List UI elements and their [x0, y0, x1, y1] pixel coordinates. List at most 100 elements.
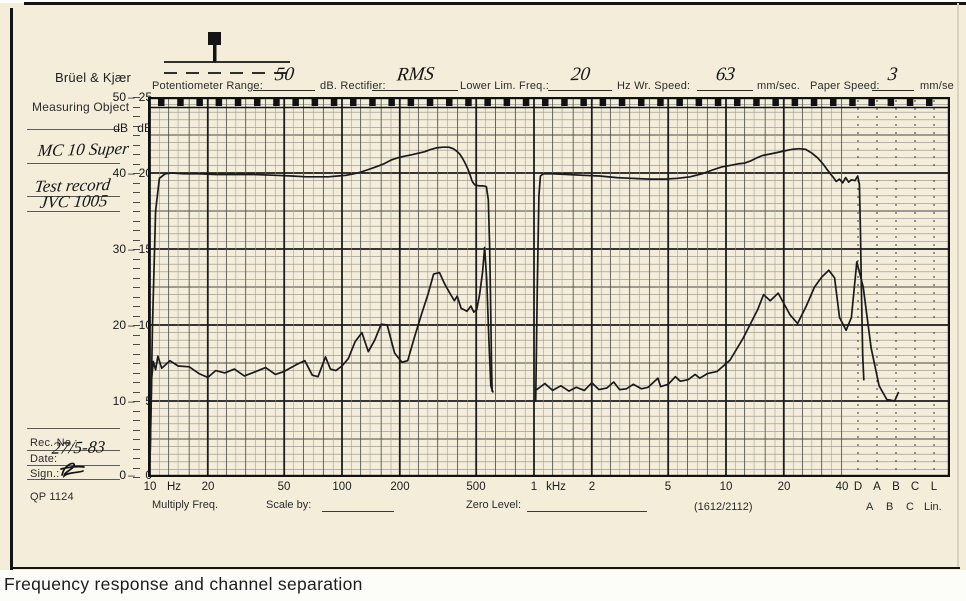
y-axis-outer-db: 0 [119, 468, 126, 482]
y-axis-bracket: – [128, 90, 135, 104]
y-axis-minor-tick [133, 220, 140, 222]
x-axis-tick-label: 10 [719, 481, 733, 493]
y-axis-minor-tick [133, 325, 140, 326]
form-number-label: QP 1124 [30, 491, 74, 503]
lin-tick-label: C [910, 481, 920, 493]
date-value-handwritten: 27/5-83 [50, 437, 107, 458]
y-axis-minor-tick [133, 420, 140, 421]
trace-frequency [534, 147, 865, 402]
header-field-handwritten-text: 3 [887, 63, 900, 86]
header-field-label: dB. Rectifier: [320, 80, 386, 92]
y-axis-minor-tick [133, 116, 140, 117]
x-axis-tick-label: 200 [390, 481, 410, 493]
y-axis-minor-tick [133, 334, 140, 336]
x-axis-tick-label: 20 [777, 481, 791, 493]
caption-strip: Frequency response and channel separatio… [0, 570, 966, 601]
y-axis-minor-tick [133, 401, 140, 402]
x-axis-tick-label: 5 [664, 481, 672, 493]
y-axis-minor-tick [133, 97, 140, 98]
header-field-value: RMS [372, 63, 458, 91]
lin-tick-label: L [930, 481, 938, 493]
measuring-object-entry: MC 10 Super [36, 138, 130, 161]
rec-no-label: Rec. No.: [30, 437, 78, 449]
y-axis-minor-tick [133, 268, 140, 269]
header-field-value: 50 [253, 63, 315, 91]
header-field-handwritten-text: 20 [569, 63, 591, 86]
y-axis-bracket: – [128, 318, 135, 332]
y-axis-outer-db: 40 [112, 166, 126, 180]
y-axis-minor-tick [133, 287, 140, 288]
y-axis-minor-tick [133, 106, 140, 108]
y-axis-label-row: 0–0 [110, 468, 152, 482]
y-axis-label-row: 30–15 [110, 242, 152, 256]
y-axis-outer-db: 20 [112, 318, 126, 332]
y-axis-minor-tick [133, 410, 140, 412]
y-axis-minor-tick [133, 344, 140, 345]
multiply-freq-label: Multiply Freq. [152, 499, 219, 511]
ruled-line [27, 163, 120, 164]
y-axis-minor-tick [133, 391, 140, 393]
trace-frequency [149, 146, 493, 463]
scan-border-bottom [10, 567, 960, 569]
sign-label: Sign.: [30, 468, 60, 480]
y-axis-bracket: – [128, 468, 135, 482]
date-label: Date: [30, 453, 58, 465]
header-field-value: 63 [697, 63, 753, 91]
lin-tick-label: B [892, 481, 900, 493]
x-axis-tick-label: 20 [201, 481, 215, 493]
y-axis-minor-tick [133, 125, 140, 127]
scan-border-top [24, 2, 966, 5]
y-axis-minor-tick [133, 353, 140, 355]
y-axis-minor-tick [133, 382, 140, 383]
header-field-handwritten-text: 63 [714, 63, 736, 86]
x-axis-tick-label: 10 [143, 481, 157, 493]
scale-by-label: Scale by: [266, 499, 312, 511]
y-axis-minor-tick [133, 144, 140, 146]
filter-check-label: B [886, 501, 894, 513]
x-axis-tick-label: 50 [277, 481, 291, 493]
zero-level-blank-line [527, 511, 647, 512]
header-field-label: Lower Lim. Freq.: [460, 80, 549, 92]
y-axis-minor-tick [133, 258, 140, 260]
zero-level-label: Zero Level: [466, 499, 522, 511]
signature-icon [60, 462, 85, 479]
header-field-handwritten-text: 50 [273, 63, 295, 86]
y-axis-minor-tick [133, 249, 140, 250]
x-axis-tick-label: kHz [546, 481, 566, 493]
y-axis-minor-tick [133, 135, 140, 136]
ruled-line [27, 196, 120, 197]
x-axis-tick-label: 1 [530, 481, 538, 493]
y-axis-minor-tick [133, 230, 140, 231]
header-field-label: Hz Wr. Speed: [617, 80, 691, 92]
y-axis-bracket: – [128, 166, 135, 180]
ruled-line [27, 450, 120, 451]
header-field-handwritten-text: RMS [395, 63, 435, 86]
measuring-object-entry: JVC 1005 [38, 191, 109, 212]
scale-by-blank-line [322, 511, 394, 512]
y-axis-outer-db: 30 [112, 242, 126, 256]
y-axis-minor-tick [133, 363, 140, 364]
ruled-line [27, 428, 120, 429]
y-axis-bracket: – [128, 242, 135, 256]
y-axis-minor-tick [133, 315, 140, 317]
y-axis-bracket: – [128, 394, 135, 408]
y-axis-minor-tick [133, 239, 140, 241]
y-axis-minor-tick [133, 439, 140, 440]
y-axis-minor-tick [133, 192, 140, 193]
y-axis-minor-tick [133, 372, 140, 374]
x-axis-tick-label: Hz [166, 481, 182, 493]
y-axis-minor-tick [133, 277, 140, 279]
header-field-label: Paper Speed: [810, 80, 880, 92]
filter-check-label: A [866, 501, 874, 513]
header-field-value: 20 [548, 63, 612, 91]
y-axis-outer-db: 50 [112, 90, 126, 104]
brand-label: Brüel & Kjær [55, 70, 132, 85]
y-axis-minor-tick [133, 296, 140, 298]
y-axis-minor-tick [133, 173, 140, 174]
filter-check-label: C [906, 501, 914, 513]
y-axis-unit-label: dB dB [113, 121, 152, 135]
paper-edge-shadow [957, 3, 959, 567]
y-axis-minor-tick [133, 448, 140, 450]
header-field-label: mm/sec. [757, 80, 800, 92]
